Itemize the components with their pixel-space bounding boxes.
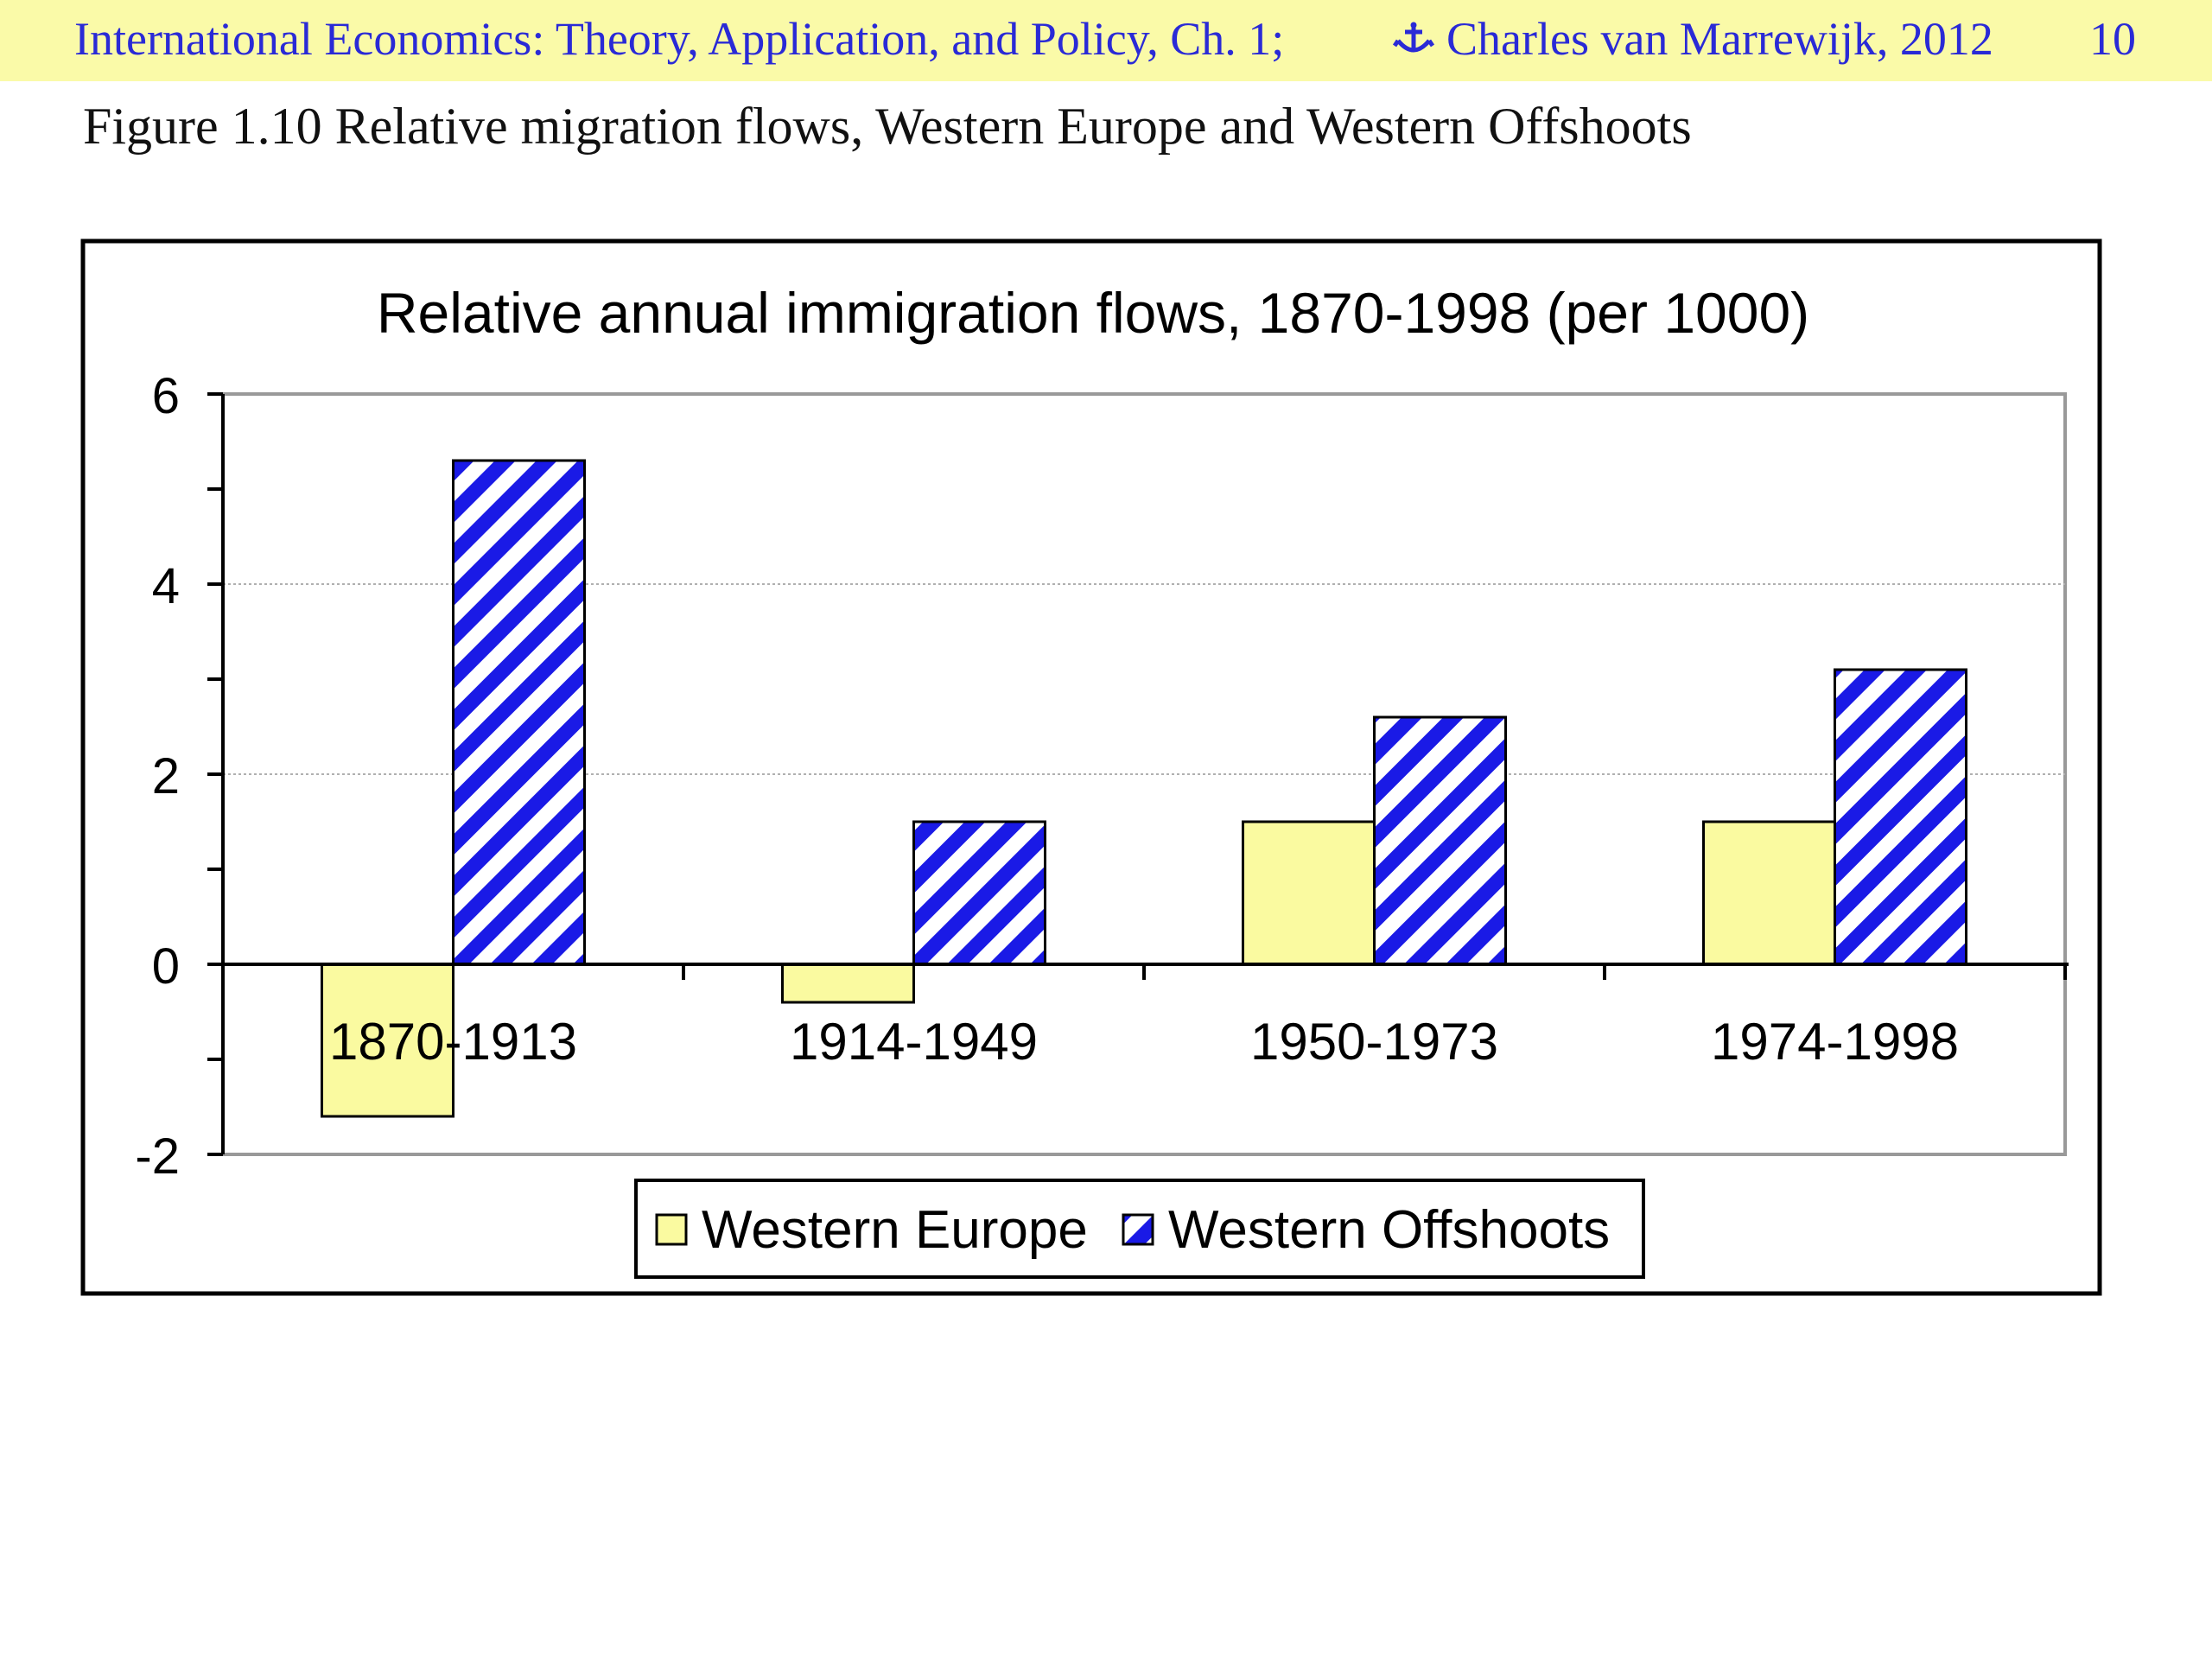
x-tick-label: 1950-1973 bbox=[1250, 1013, 1498, 1071]
legend-swatch-western-offshoots bbox=[1122, 1213, 1154, 1246]
legend-label: Western Europe bbox=[702, 1200, 1088, 1260]
legend: Western Europe Western Offshoots bbox=[655, 1200, 1610, 1260]
chart-title: Relative annual immigration flows, 1870-… bbox=[377, 281, 1809, 345]
bar-western-europe-3 bbox=[1242, 820, 1376, 966]
header-author[interactable]: Charles van Marrewijk, 2012 bbox=[1393, 12, 1993, 66]
bar-western-europe-4 bbox=[1702, 820, 1836, 966]
page-number[interactable]: 10 bbox=[2089, 13, 2136, 65]
x-tick-label: 1974-1998 bbox=[1711, 1013, 1959, 1071]
bar-western-offshoots-4 bbox=[1834, 668, 1967, 966]
bar-western-europe-1 bbox=[321, 963, 454, 1118]
x-tick-label: 1870-1913 bbox=[329, 1013, 577, 1071]
header-author-text: Charles van Marrewijk, 2012 bbox=[1446, 13, 1993, 65]
y-tick-label: 4 bbox=[152, 558, 180, 614]
header-course-title[interactable]: International Economics: Theory, Applica… bbox=[74, 13, 1285, 65]
y-tick-label: -2 bbox=[135, 1128, 180, 1185]
bar-western-europe-2 bbox=[781, 963, 915, 1004]
legend-label: Western Offshoots bbox=[1168, 1200, 1610, 1260]
y-tick-label: 0 bbox=[152, 938, 180, 995]
plot-area: -2 0 2 4 6 1870-1913 1914-1949 1950-1973 1974-19… bbox=[135, 368, 2069, 1185]
bar-western-offshoots-1 bbox=[452, 459, 586, 966]
bar-western-offshoots-2 bbox=[912, 820, 1046, 966]
header-bar: International Economics: Theory, Applica… bbox=[0, 0, 2212, 81]
figure-caption: Figure 1.10 Relative migration flows, We… bbox=[83, 98, 1692, 155]
y-tick-label: 2 bbox=[152, 748, 180, 804]
y-tick-label: 6 bbox=[152, 368, 180, 424]
x-tick-label: 1914-1949 bbox=[790, 1013, 1038, 1071]
bar-western-offshoots-3 bbox=[1373, 715, 1507, 966]
anchor-icon bbox=[1393, 22, 1434, 53]
legend-swatch-western-europe bbox=[655, 1213, 688, 1246]
